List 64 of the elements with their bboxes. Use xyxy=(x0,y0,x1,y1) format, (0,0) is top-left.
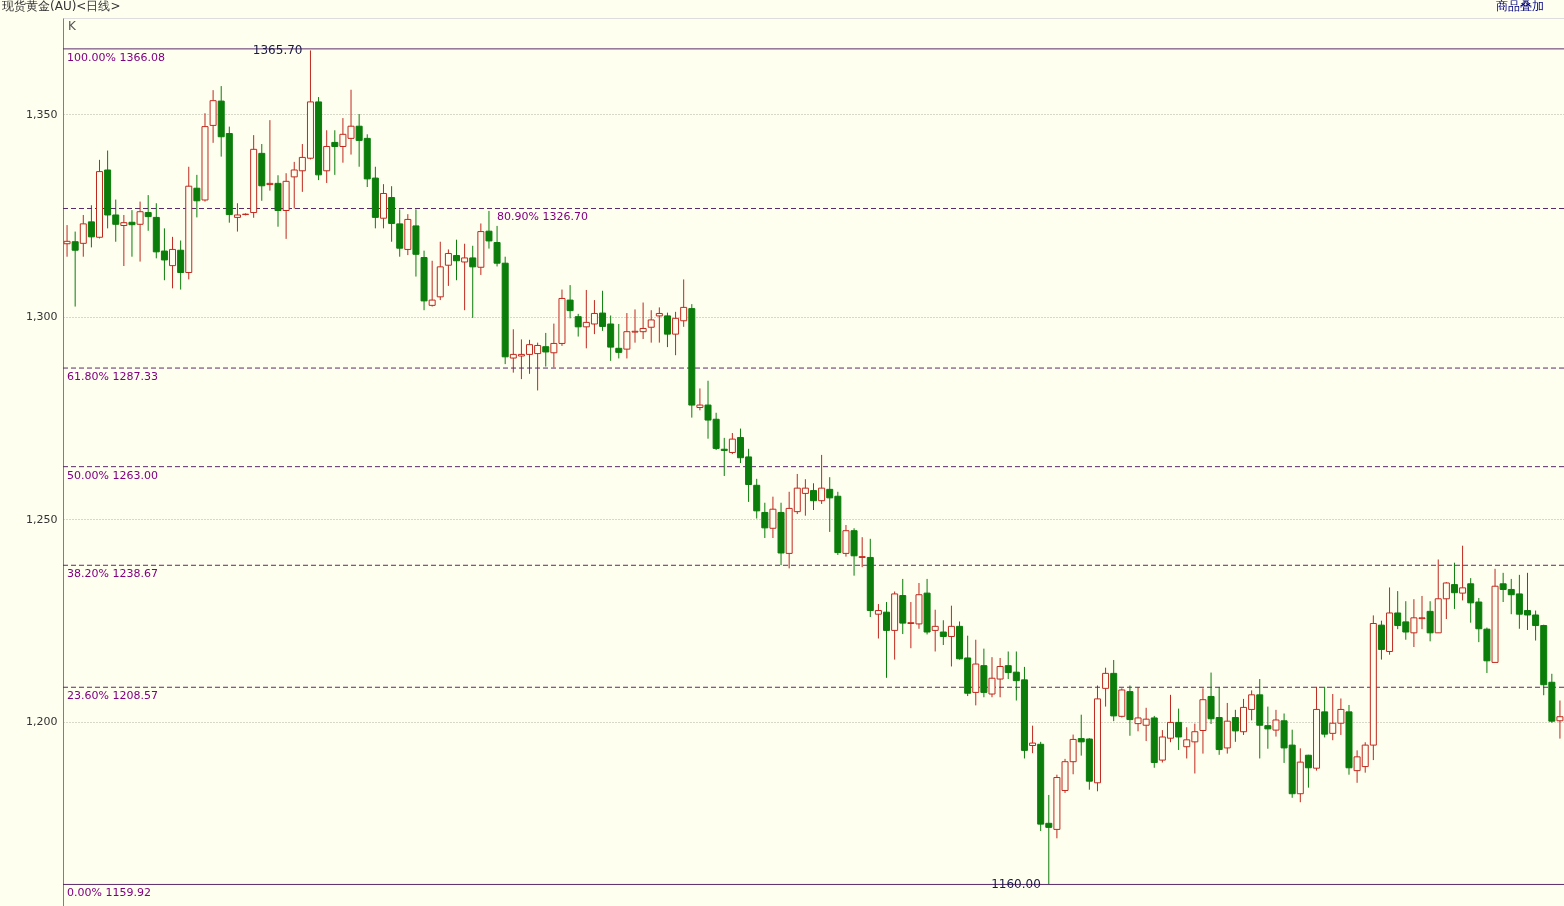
candlestick xyxy=(79,214,87,258)
ref-line-label: 50.00% 1263.00 xyxy=(67,468,158,482)
candlestick xyxy=(818,454,826,505)
chart-title: 现货黄金(AU)<日线> xyxy=(2,0,121,13)
candlestick xyxy=(169,236,177,289)
candlestick xyxy=(939,619,947,646)
ref-line-label: 23.60% 1208.57 xyxy=(67,689,158,703)
candlestick xyxy=(428,260,436,308)
candlestick xyxy=(193,174,201,218)
candlestick xyxy=(1304,754,1312,789)
candlestick xyxy=(1231,709,1239,743)
candlestick xyxy=(720,437,728,477)
text: 商品叠加 xyxy=(1496,0,1544,13)
candlestick xyxy=(566,284,574,319)
candlestick xyxy=(663,312,671,348)
candlestick xyxy=(87,204,95,248)
candlestick xyxy=(331,129,339,176)
candlestick xyxy=(266,119,274,192)
candlestick xyxy=(858,536,866,568)
candlestick xyxy=(655,306,663,344)
candlestick xyxy=(1029,725,1037,754)
candlestick xyxy=(1175,708,1183,751)
candlestick xyxy=(728,432,736,455)
ref-line-label: 100.00% 1366.08 xyxy=(67,50,165,64)
ref-line-label: 0.00% 1159.92 xyxy=(67,886,151,900)
candlestick xyxy=(485,210,493,250)
candlestick xyxy=(842,524,850,558)
candlestick xyxy=(71,231,79,308)
candlestick xyxy=(453,239,461,281)
candlestick xyxy=(696,387,704,411)
candlestick xyxy=(931,609,939,652)
candlestick xyxy=(136,201,144,263)
candlestick xyxy=(1272,709,1280,738)
candlestick xyxy=(144,194,152,232)
candlestick xyxy=(769,496,777,539)
y-tick-label: 1,200 xyxy=(26,715,58,729)
candlestick xyxy=(761,502,769,539)
annotation: K xyxy=(68,19,77,33)
candlestick xyxy=(444,248,452,287)
candlestick xyxy=(120,214,128,267)
candlestick xyxy=(947,605,955,667)
y-tick-label: 1,350 xyxy=(26,107,58,121)
candlestick xyxy=(63,224,71,258)
candlestick xyxy=(883,601,891,679)
candlestick xyxy=(647,309,655,344)
candlestick xyxy=(874,603,882,640)
candlestick xyxy=(177,240,185,291)
ref-line-label: 38.20% 1238.67 xyxy=(67,567,158,581)
candlestick xyxy=(542,332,550,368)
candlestick xyxy=(1426,600,1434,642)
candlestick xyxy=(1102,667,1110,708)
candlestick xyxy=(469,245,477,319)
candlestick xyxy=(128,209,136,258)
candlestick xyxy=(1321,686,1329,738)
ref-line-label: 61.80% 1287.33 xyxy=(67,370,158,384)
ref-line-label: 80.90% 1326.70 xyxy=(497,210,588,224)
candlestick xyxy=(1450,562,1458,610)
candlestick xyxy=(574,313,582,338)
candlestick xyxy=(810,482,817,511)
y-tick-label: 1,300 xyxy=(26,310,58,324)
candlestick xyxy=(615,323,623,359)
candlestick xyxy=(1459,545,1467,601)
candlestick xyxy=(461,243,469,311)
y-tick-label: 1,250 xyxy=(26,512,58,526)
